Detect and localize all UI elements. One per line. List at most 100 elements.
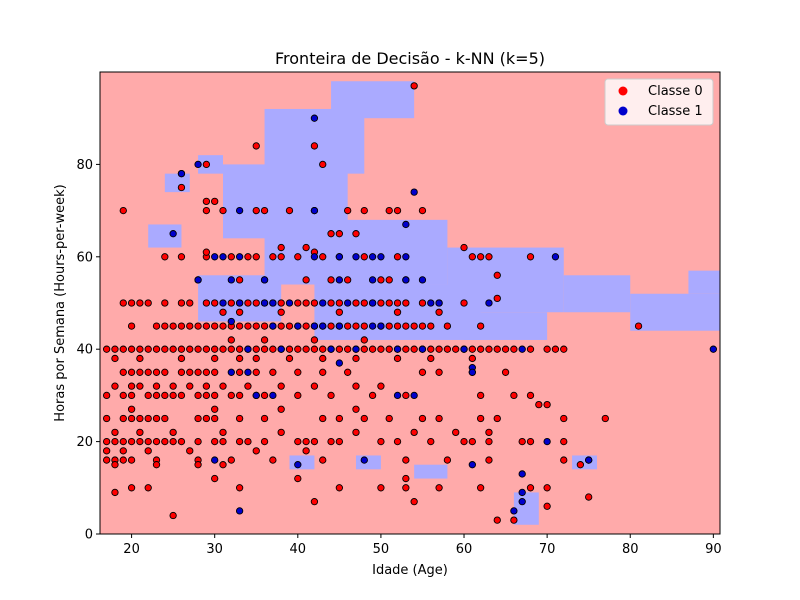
point-classe-1: [219, 299, 227, 307]
point-classe-0: [560, 345, 568, 353]
point-classe-0: [235, 354, 244, 363]
point-classe-1: [352, 345, 360, 353]
point-classe-0: [227, 299, 235, 307]
y-tick-label: 0: [85, 528, 93, 543]
point-classe-0: [285, 345, 294, 353]
y-tick-label: 60: [76, 250, 93, 265]
point-classe-0: [136, 382, 144, 390]
point-classe-0: [119, 456, 127, 464]
point-classe-0: [335, 230, 344, 238]
point-classe-0: [127, 368, 136, 376]
point-classe-0: [194, 437, 202, 446]
point-classe-1: [402, 253, 410, 261]
point-classe-0: [310, 437, 319, 446]
point-classe-0: [119, 447, 127, 455]
point-classe-0: [335, 345, 344, 353]
point-classe-0: [260, 336, 269, 344]
point-classe-1: [244, 345, 252, 353]
point-classe-0: [360, 299, 368, 307]
point-classe-0: [260, 322, 269, 330]
point-classe-1: [277, 345, 285, 353]
point-classe-1: [319, 299, 327, 307]
point-classe-0: [144, 391, 152, 400]
point-classe-0: [111, 382, 119, 390]
point-classe-1: [435, 299, 443, 307]
point-classe-1: [177, 169, 186, 178]
point-classe-0: [285, 322, 294, 330]
point-classe-0: [576, 461, 585, 469]
point-classe-0: [476, 253, 485, 261]
point-classe-0: [144, 447, 152, 455]
point-classe-0: [227, 345, 235, 353]
point-classe-0: [526, 345, 535, 353]
point-classe-1: [518, 488, 526, 497]
point-classe-0: [285, 206, 294, 215]
point-classe-0: [127, 414, 136, 423]
point-classe-0: [127, 391, 136, 400]
point-classe-1: [269, 391, 277, 400]
point-classe-0: [152, 437, 161, 446]
point-classe-0: [402, 345, 410, 353]
point-classe-1: [235, 299, 244, 307]
point-classe-0: [510, 345, 518, 353]
point-classe-0: [252, 206, 260, 215]
point-classe-0: [219, 437, 227, 446]
point-classe-0: [302, 345, 310, 353]
point-classe-0: [119, 206, 127, 215]
point-classe-0: [319, 368, 327, 376]
point-classe-0: [526, 437, 535, 446]
point-classe-0: [543, 345, 551, 353]
point-classe-0: [410, 345, 418, 353]
point-classe-0: [177, 322, 186, 330]
point-classe-0: [468, 345, 476, 353]
x-tick-label: 60: [456, 542, 473, 557]
point-classe-1: [227, 368, 235, 376]
point-classe-0: [377, 345, 385, 353]
point-classe-0: [127, 484, 136, 492]
point-classe-0: [543, 400, 551, 409]
point-classe-0: [418, 414, 427, 423]
point-classe-0: [526, 391, 535, 400]
point-classe-0: [244, 437, 252, 446]
point-classe-0: [252, 142, 260, 150]
point-classe-0: [393, 253, 402, 261]
point-classe-0: [202, 206, 211, 215]
point-classe-0: [418, 299, 427, 307]
legend-box: [604, 78, 714, 126]
x-tick-label: 80: [622, 542, 639, 557]
point-classe-0: [294, 299, 302, 307]
point-classe-0: [152, 345, 161, 353]
point-classe-0: [127, 456, 136, 464]
point-classe-0: [211, 368, 219, 376]
point-classe-0: [127, 322, 136, 330]
point-classe-0: [227, 336, 235, 344]
point-classe-0: [402, 299, 410, 307]
point-classe-0: [294, 253, 302, 261]
y-tick-label: 20: [76, 435, 93, 450]
point-classe-1: [194, 276, 202, 284]
point-classe-0: [277, 428, 285, 437]
point-classe-0: [219, 461, 227, 469]
legend-marker-classe-1: [618, 106, 628, 116]
point-classe-0: [294, 437, 302, 446]
decision-region-blob: [289, 455, 315, 470]
point-classe-0: [518, 437, 526, 446]
x-axis: 20 30 40 50 60 70 80 90: [123, 534, 722, 557]
point-classe-1: [194, 160, 202, 169]
point-classe-0: [111, 428, 119, 437]
point-classe-0: [152, 461, 161, 469]
point-classe-0: [252, 368, 260, 376]
point-classe-0: [352, 405, 360, 413]
x-tick-label: 30: [206, 542, 223, 557]
point-classe-0: [360, 345, 368, 353]
point-classe-0: [169, 511, 177, 520]
point-classe-0: [111, 488, 119, 497]
point-classe-1: [393, 345, 402, 353]
point-classe-1: [169, 230, 177, 238]
point-classe-0: [410, 322, 418, 330]
point-classe-0: [177, 368, 186, 376]
y-axis: 0 20 40 60 80: [76, 158, 100, 543]
point-classe-0: [211, 322, 219, 330]
point-classe-0: [327, 230, 335, 238]
point-classe-0: [352, 322, 360, 330]
